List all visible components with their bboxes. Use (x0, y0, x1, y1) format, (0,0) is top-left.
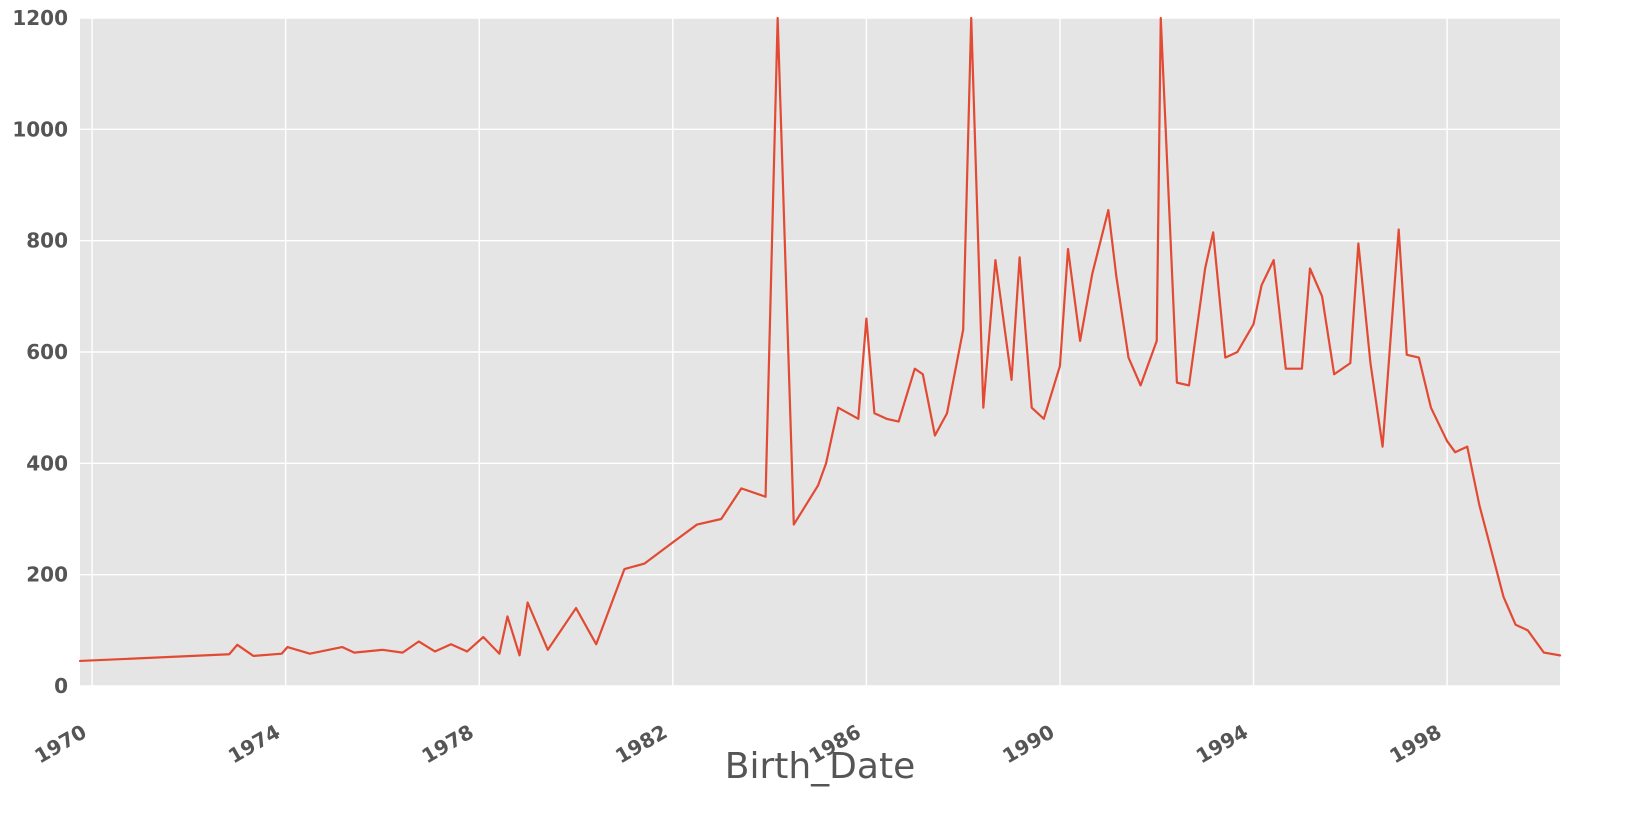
x-tick-label: 1974 (224, 720, 284, 769)
y-tick-label: 600 (26, 340, 68, 364)
x-tick-label: 1970 (30, 720, 90, 769)
x-tick-label: 1982 (611, 720, 671, 769)
y-tick-label: 0 (54, 674, 68, 698)
series-layer (78, 16, 1562, 663)
y-tick-label: 1200 (12, 6, 68, 30)
x-tick-label: 1978 (418, 720, 478, 769)
x-axis-title: Birth_Date (725, 746, 915, 787)
y-tick-label: 1000 (12, 117, 68, 141)
y-tick-label: 800 (26, 229, 68, 253)
x-tick-label: 1998 (1385, 720, 1445, 769)
grid-layer (80, 17, 1560, 687)
x-tick-label: 1994 (1192, 720, 1252, 769)
y-tick-label: 400 (26, 451, 68, 475)
y-tick-label: 200 (26, 563, 68, 587)
series-line (78, 16, 1562, 663)
x-tick-label: 1990 (998, 720, 1058, 769)
